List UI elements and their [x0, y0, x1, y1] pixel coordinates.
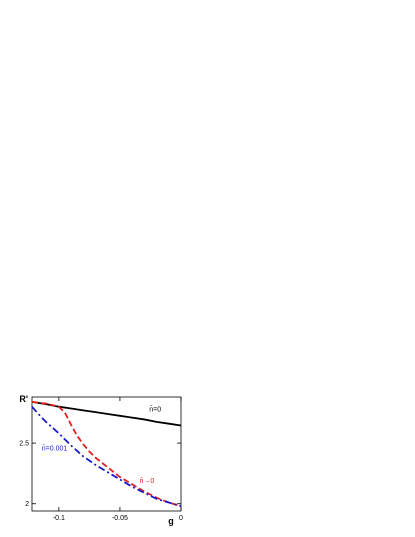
plot-frame	[31, 396, 182, 512]
series-annotation-0: n̄=0	[149, 405, 161, 413]
series-annotation-2: n̄→0	[139, 477, 154, 485]
x-tick-label: -0.05	[112, 515, 128, 522]
x-tick-label: -0.1	[53, 515, 65, 522]
ticks: -0.1 -0.05 0 2 2.5	[19, 397, 183, 522]
x-tick-label: 0	[179, 515, 183, 522]
y-axis-title: R'	[19, 394, 28, 404]
series-group	[31, 400, 182, 508]
x-axis-title: g	[168, 516, 174, 526]
series-line-2	[31, 406, 182, 508]
y-tick-label: 2.5	[19, 441, 29, 448]
y-tick-label: 2	[25, 501, 29, 508]
annotations-group: n̄=0 n̄=0.001 n̄→0	[42, 405, 161, 485]
series-annotation-1: n̄=0.001	[42, 444, 68, 452]
series-line-1	[31, 400, 182, 508]
